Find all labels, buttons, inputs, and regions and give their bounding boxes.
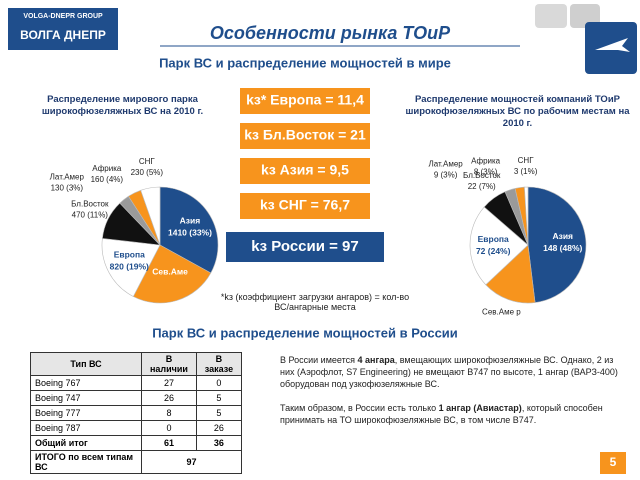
plane-icon xyxy=(595,38,630,52)
slice-label: Африка xyxy=(92,164,122,173)
slice-value: 470 (11%) xyxy=(72,210,109,219)
slice-value: 820 (19%) xyxy=(110,262,149,272)
ratio-box xyxy=(240,88,370,114)
paragraph-part: В России имеется xyxy=(280,355,358,365)
slice-label: Европа xyxy=(478,234,509,244)
table-row: Boeing 787 0 26 xyxy=(29,420,243,436)
table-header-cell: В заказе xyxy=(195,352,243,376)
page-number-box xyxy=(600,452,626,474)
chart-title: Распределение мирового парка широкофюзел… xyxy=(41,94,204,117)
slice-label: Европа xyxy=(114,250,145,260)
table-cell: Boeing 777 xyxy=(29,405,143,421)
table-cell: 0 xyxy=(195,375,243,391)
table-cell: 5 xyxy=(195,405,243,421)
section-title: Парк ВС и распределение мощностей в Росс… xyxy=(152,325,458,340)
table-wrap: Тип ВС В наличии В заказе Boeing 767 27 0 Boei… xyxy=(29,352,243,474)
table-row: Boeing 767 27 0 xyxy=(29,375,243,391)
ratio: kз Бл.Восток = 21 xyxy=(244,127,366,143)
slice-label: Азия xyxy=(180,216,201,226)
table-row: Общий итог 61 36 xyxy=(29,435,243,451)
slice-value: 22 (7%) xyxy=(468,182,496,191)
paragraph-part: 1 ангар (Авиастар) xyxy=(438,403,522,413)
pie-slice xyxy=(527,186,587,303)
slice-value: 230 (5%) xyxy=(131,168,164,177)
slice-value: 72 (24%) xyxy=(476,246,511,256)
slice-value: 160 (4%) xyxy=(91,175,124,184)
russia-ratio-box xyxy=(226,232,384,262)
decor xyxy=(535,4,567,28)
paragraph-part: , который способен принимать на ТО широк… xyxy=(280,403,603,425)
table-header-cell: Тип ВС xyxy=(29,352,143,376)
pie-slice xyxy=(140,186,161,246)
page-number: 5 xyxy=(610,455,617,469)
slice-label: Азия xyxy=(552,231,573,241)
slice-value: 8 (3%) xyxy=(474,168,498,177)
table-cell: Boeing 747 xyxy=(29,390,143,406)
slice-label: Африка xyxy=(471,157,501,166)
slice-value: 130 (3%) xyxy=(51,184,84,193)
slice-label: Бл.Восток xyxy=(463,171,501,180)
slice-value: 9 (3%) xyxy=(434,171,458,180)
slice-label: Бл.Восток xyxy=(71,199,109,208)
table-cell: Boeing 767 xyxy=(29,375,143,391)
logo-main: ВОЛГА ДНЕПР xyxy=(20,28,106,42)
table-header-cell: В наличии xyxy=(141,352,197,376)
ratio: kз Азия = 9,5 xyxy=(261,162,349,178)
table-row: ИТОГО по всем типам ВС 97 xyxy=(29,450,242,474)
slice-value: 148 (48%) xyxy=(543,243,582,253)
table-cell: 5 xyxy=(195,390,243,406)
note: *kз (коэффициент загрузки ангаров) = кол… xyxy=(220,292,410,312)
table-cell: 26 xyxy=(195,420,243,436)
chart-title: Распределение мощностей компаний ТОиР ши… xyxy=(405,94,630,129)
table-cell: 36 xyxy=(195,435,243,451)
section-title: Парк ВС и распределение мощностей в мире xyxy=(159,55,451,70)
table-cell: Boeing 787 xyxy=(29,420,143,436)
russia-ratio: kз России = 97 xyxy=(251,238,358,255)
table-header-row: Тип ВС В наличии В заказе xyxy=(29,352,243,376)
slice-label: Лат.Амер xyxy=(428,160,463,169)
table-cell: 8 xyxy=(141,405,197,421)
pie-slice xyxy=(469,206,529,286)
pie-slice xyxy=(159,186,219,274)
paragraph-part: 4 ангара xyxy=(357,355,395,365)
table-cell: 27 xyxy=(141,375,197,391)
ratio-box xyxy=(240,123,370,149)
slice-label: Лат.Амер xyxy=(50,173,85,182)
table-cell: 97 xyxy=(141,450,242,474)
paragraph-part: Таким образом, в России есть только xyxy=(280,403,439,413)
pie-slice xyxy=(524,186,529,246)
slice-value: 1410 (33%) xyxy=(168,228,212,238)
slice-value: 3 (1%) xyxy=(514,167,538,176)
slide-title: Особенности рынка ТОиР xyxy=(210,23,451,43)
table-cell: 61 xyxy=(141,435,197,451)
ratio: kз* Европа = 11,4 xyxy=(246,92,364,108)
ratio-box xyxy=(240,158,370,184)
paragraph-part: , вмещающих широкофюзеляжные ВС. Однако,… xyxy=(280,355,618,389)
table-cell: 26 xyxy=(141,390,197,406)
ratio: kз СНГ = 76,7 xyxy=(260,197,350,213)
table: Тип ВС В наличии В заказе Boeing 767 27 0 Boei… xyxy=(29,352,243,474)
table-row: Boeing 777 8 5 xyxy=(29,405,243,421)
table-row: Boeing 747 26 5 xyxy=(29,390,243,406)
paragraph: В России имеется 4 ангара, вмещающих шир… xyxy=(280,354,625,390)
table-cell: ИТОГО по всем типам ВС xyxy=(29,450,143,474)
logo xyxy=(8,8,118,50)
pie-slice xyxy=(485,244,536,304)
pie-slice xyxy=(101,238,161,297)
slice-label: СНГ xyxy=(518,156,535,165)
slice-label: Сев.Аме xyxy=(152,267,188,277)
slice-label: Сев.Аме р xyxy=(482,308,521,317)
ratio-box xyxy=(240,193,370,219)
paragraphs: В России имеется 4 ангара, вмещающих шир… xyxy=(280,354,625,438)
logo-top: VOLGA-DNEPR GROUP xyxy=(23,13,103,20)
paragraph: Таким образом, в России есть только 1 ан… xyxy=(280,402,625,426)
table-cell: 0 xyxy=(141,420,197,436)
slice-label: СНГ xyxy=(139,157,156,166)
table-cell: Общий итог xyxy=(29,435,143,451)
